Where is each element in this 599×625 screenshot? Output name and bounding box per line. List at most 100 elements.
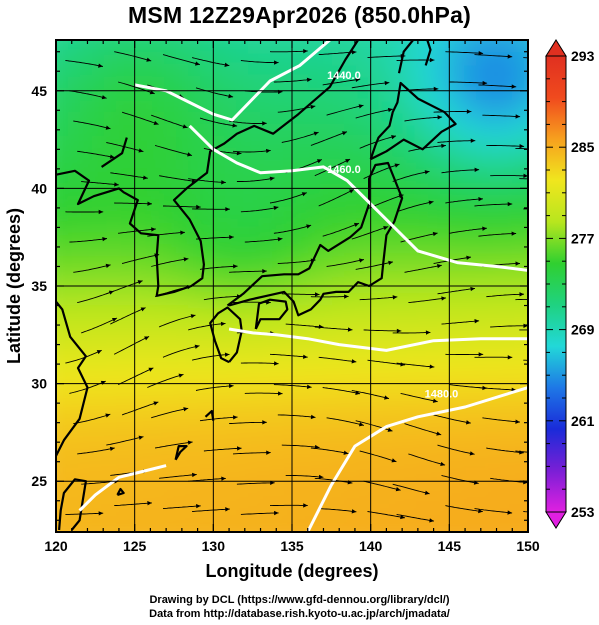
streamline-arrow-38 [183, 407, 189, 412]
colorbar-tick-label-285: 285 [571, 139, 595, 155]
streamline-56 [400, 392, 438, 403]
streamline-arrow-3 [225, 507, 230, 512]
streamline-33 [437, 444, 475, 455]
streamline-arrow-42 [358, 422, 364, 427]
streamline-arrow-187 [400, 53, 406, 59]
streamline-126 [318, 188, 355, 207]
streamline-arrow-101 [310, 258, 316, 263]
streamline-arrow-117 [482, 226, 487, 231]
streamline-103 [355, 261, 394, 270]
streamline-161 [277, 105, 316, 113]
streamline-arrow-136 [269, 176, 275, 181]
streamline-99 [199, 265, 238, 270]
streamline-arrow-188 [429, 57, 435, 63]
streamline-arrow-27 [236, 446, 242, 451]
streamline-arrow-114 [353, 222, 359, 227]
coastline-12 [100, 137, 128, 168]
colorbar-over-triangle [545, 39, 567, 57]
coastline-11 [116, 487, 125, 496]
streamline-37 [121, 401, 159, 416]
streamline-arrow-87 [236, 294, 242, 299]
x-tick-label-140: 140 [359, 538, 383, 554]
streamline-19 [363, 480, 401, 491]
streamline-102 [326, 259, 364, 267]
streamline-158 [151, 114, 188, 129]
streamline-arrow-120 [98, 209, 104, 215]
streamline-49 [117, 367, 154, 386]
streamline-arrow-128 [428, 200, 434, 205]
streamline-arrow-14 [192, 472, 197, 478]
streamline-arrow-178 [511, 84, 517, 89]
streamline-arrow-19 [395, 487, 401, 492]
streamline-arrow-133 [142, 175, 148, 180]
streamline-arrow-174 [355, 77, 361, 82]
streamline-arrow-163 [387, 107, 393, 113]
streamline-arrow-134 [191, 178, 197, 184]
x-tick-label-145: 145 [438, 538, 462, 554]
streamline-arrow-92 [441, 296, 446, 301]
coastline-1 [56, 299, 89, 457]
streamline-arrow-156 [105, 125, 111, 130]
streamline-86 [154, 285, 192, 298]
streamline-53 [273, 384, 312, 388]
streamline-arrow-94 [519, 292, 525, 297]
streamline-arrow-168 [101, 95, 107, 100]
streamline-187 [367, 55, 406, 59]
streamline-arrow-151 [391, 134, 397, 140]
streamline-arrow-103 [388, 260, 393, 265]
streamline-arrow-7 [400, 514, 405, 520]
streamline-arrow-176 [433, 86, 439, 92]
streamline-145 [106, 142, 144, 153]
streamline-10 [474, 508, 513, 514]
contour-line-0 [134, 40, 331, 122]
streamline-54 [322, 387, 361, 395]
streamline-75 [188, 323, 226, 331]
colorbar-tick-label-269: 269 [571, 322, 595, 338]
credit-data-source: Data from http://database.rish.kyoto-u.a… [149, 608, 450, 620]
streamline-148 [232, 149, 271, 153]
streamline-arrow-190 [507, 54, 513, 59]
streamline-121 [114, 202, 152, 205]
streamline-115 [351, 226, 389, 240]
streamline-139 [363, 163, 400, 180]
streamline-arrow-145 [138, 148, 144, 153]
streamline-arrow-4 [274, 510, 279, 516]
streamline-38 [151, 407, 189, 419]
streamline-arrow-52 [277, 391, 283, 396]
streamline-183 [192, 57, 230, 67]
streamline-133 [110, 172, 148, 179]
streamline-35 [515, 450, 528, 453]
streamline-arrow-129 [478, 196, 483, 202]
streamline-174 [322, 78, 361, 86]
streamline-arrow-186 [351, 50, 357, 55]
streamline-143 [519, 178, 528, 180]
streamline-42 [326, 417, 365, 426]
streamline-110 [147, 231, 185, 237]
streamline-7 [367, 511, 405, 519]
streamline-arrow-79 [396, 328, 402, 334]
streamline-arrow-182 [194, 61, 200, 66]
streamline-arrow-189 [478, 50, 484, 56]
streamline-134 [159, 175, 197, 182]
x-axis-label: Longitude (degrees) [205, 561, 378, 581]
streamline-arrow-70 [507, 355, 513, 360]
streamline-20 [392, 483, 430, 495]
streamline-arrow-124 [273, 205, 279, 211]
contour-line-1 [188, 124, 528, 272]
streamline-arrow-175 [384, 80, 390, 86]
streamline-arrow-61 [144, 336, 150, 341]
streamline-163 [355, 108, 393, 119]
streamline-68 [396, 362, 435, 368]
streamline-65 [269, 353, 308, 358]
streamline-166 [482, 114, 521, 118]
streamline-arrow-183 [224, 62, 230, 67]
streamline-50 [147, 373, 184, 388]
streamline-39 [199, 416, 238, 422]
streamline-60 [65, 349, 102, 364]
streamline-arrow-127 [398, 194, 404, 199]
streamline-113 [273, 224, 312, 234]
streamline-185 [269, 50, 308, 53]
x-tick-label-135: 135 [280, 538, 304, 554]
streamline-arrow-50 [178, 373, 184, 378]
streamline-arrow-110 [180, 230, 185, 235]
